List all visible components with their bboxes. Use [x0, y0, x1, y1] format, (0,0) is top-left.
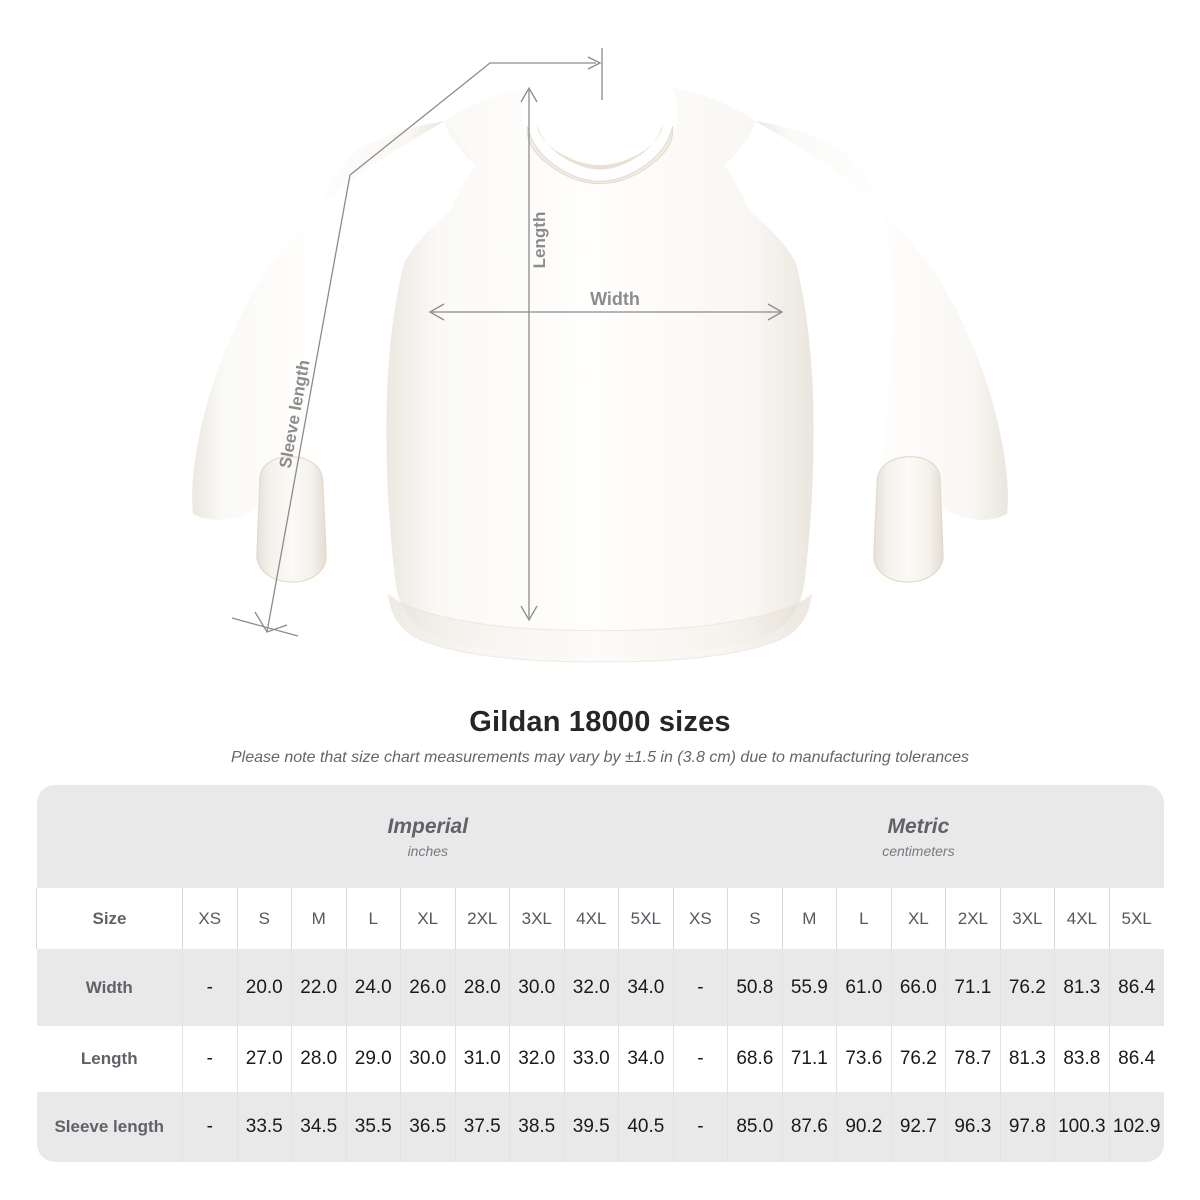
svg-text:Length: Length	[530, 212, 549, 269]
svg-text:Width: Width	[590, 289, 640, 309]
